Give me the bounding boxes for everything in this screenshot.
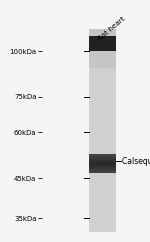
Text: Calsequestrin 1: Calsequestrin 1 <box>122 157 150 166</box>
Text: Rat heart: Rat heart <box>97 16 126 42</box>
Bar <box>89 154 116 173</box>
Bar <box>89 29 116 232</box>
Bar <box>89 158 116 159</box>
Bar <box>89 168 116 169</box>
Bar <box>89 166 116 167</box>
Bar <box>89 167 116 168</box>
Bar <box>89 161 116 162</box>
Bar <box>89 169 116 170</box>
Bar <box>89 170 116 171</box>
Bar <box>89 160 116 161</box>
Bar <box>89 165 116 166</box>
Bar <box>89 162 116 163</box>
Bar <box>89 156 116 157</box>
Bar <box>89 159 116 160</box>
Bar <box>89 164 116 165</box>
Bar <box>89 171 116 172</box>
Bar <box>89 163 116 164</box>
Bar <box>89 155 116 156</box>
Bar <box>89 157 116 158</box>
Bar <box>89 36 116 51</box>
Bar <box>89 29 116 68</box>
Bar <box>89 154 116 155</box>
Bar <box>89 172 116 173</box>
